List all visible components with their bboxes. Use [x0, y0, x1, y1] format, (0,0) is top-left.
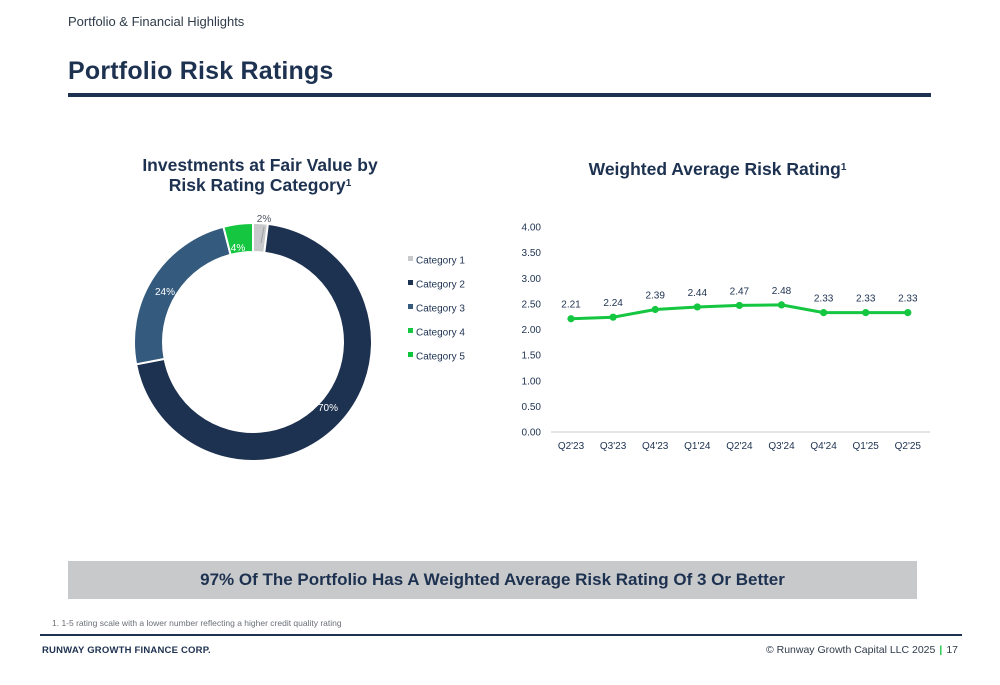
legend-label-1: Category 1: [416, 256, 465, 267]
footer-copyright: © Runway Growth Capital LLC 2025: [765, 644, 936, 656]
summary-banner: 97% Of The Portfolio Has A Weighted Aver…: [68, 561, 917, 599]
x-tick-label-7: Q1'25: [853, 441, 880, 452]
y-tick-label-4: 2.00: [522, 325, 542, 336]
legend-label-5: Category 5: [416, 352, 465, 363]
donut-label-2: 70%: [318, 403, 338, 414]
legend-swatch-2: [408, 280, 413, 285]
data-point-5: [777, 301, 786, 309]
x-tick-label-8: Q2'25: [895, 441, 922, 452]
data-label-5: 2.48: [772, 286, 792, 297]
donut-title-line1: Investments at Fair Value by: [142, 155, 378, 175]
y-tick-label-2: 1.00: [522, 376, 542, 387]
donut-slice-3: [133, 225, 232, 366]
x-tick-label-3: Q1'24: [684, 441, 711, 452]
y-tick-label-3: 1.50: [522, 351, 542, 362]
footnote: 1. 1-5 rating scale with a lower number …: [52, 618, 342, 628]
line-chart-title: Weighted Average Risk Rating1: [540, 159, 895, 179]
x-tick-label-6: Q4'24: [810, 441, 837, 452]
donut-title-footnote-mark: 1: [345, 178, 352, 189]
donut-title-line2: Risk Rating Category: [168, 175, 346, 195]
page-number: 17: [946, 644, 958, 656]
data-label-8: 2.33: [898, 294, 918, 305]
data-label-3: 2.44: [688, 288, 708, 299]
footer-right: © Runway Growth Capital LLC 2025 | 17: [766, 644, 958, 656]
y-tick-label-1: 0.50: [522, 402, 542, 413]
donut-label-leader: [260, 226, 265, 244]
y-tick-label-5: 2.50: [522, 299, 542, 310]
summary-banner-text: 97% Of The Portfolio Has A Weighted Aver…: [200, 570, 785, 589]
legend-swatch-5: [408, 352, 413, 357]
data-label-0: 2.21: [561, 300, 581, 311]
footer-separator: |: [939, 644, 943, 656]
donut-label-1: 2%: [257, 214, 272, 225]
footer-divider: [40, 634, 962, 636]
y-tick-label-8: 4.00: [522, 223, 542, 234]
donut-label-3: 24%: [155, 287, 175, 298]
legend-label-3: Category 3: [416, 304, 465, 315]
footer-company: RUNWAY GROWTH FINANCE CORP.: [42, 645, 211, 656]
donut-label-4: 4%: [231, 243, 246, 254]
data-point-8: [904, 308, 912, 317]
legend-swatch-1: [408, 256, 413, 261]
donut-chart-title: Investments at Fair Value by Risk Rating…: [100, 155, 420, 195]
data-point-7: [862, 308, 870, 317]
legend-label-4: Category 4: [416, 328, 465, 339]
x-tick-label-0: Q2'23: [558, 441, 585, 452]
x-tick-label-4: Q2'24: [726, 441, 753, 452]
x-tick-label-1: Q3'23: [600, 441, 627, 452]
y-tick-label-0: 0.00: [522, 428, 542, 439]
data-point-2: [651, 305, 659, 314]
data-label-6: 2.33: [814, 294, 834, 305]
line-chart: 0.00 0.50 1.00 1.50 2.00 2.50 3.00 3.50 4.00 Q2'2…: [522, 223, 930, 452]
y-tick-label-6: 3.00: [522, 274, 542, 285]
line-title-footnote-mark: 1: [840, 162, 847, 173]
data-point-0: [567, 315, 575, 323]
data-label-1: 2.24: [603, 298, 623, 309]
data-point-3: [693, 303, 701, 311]
donut-slice-4: [222, 221, 254, 257]
title-divider: [68, 93, 931, 97]
section-label: Portfolio & Financial Highlights: [68, 14, 245, 29]
page-title: Portfolio Risk Ratings: [68, 57, 334, 85]
data-label-4: 2.47: [730, 286, 750, 297]
data-point-4: [735, 301, 743, 310]
legend-label-2: Category 2: [416, 280, 465, 291]
legend-swatch-4: [408, 328, 413, 333]
legend-swatch-3: [408, 304, 413, 309]
donut-slice-2: [134, 222, 373, 462]
y-tick-label-7: 3.50: [522, 248, 542, 259]
data-label-2: 2.39: [645, 291, 665, 302]
line-title-text: Weighted Average Risk Rating: [588, 159, 841, 179]
x-tick-label-5: Q3'24: [768, 441, 795, 452]
data-point-6: [820, 308, 828, 317]
data-point-1: [609, 313, 617, 321]
donut-chart: 2% 70% 24% 4% Category 1 Category 2 Category 3…: [133, 214, 465, 462]
x-tick-label-2: Q4'23: [642, 441, 669, 452]
data-label-7: 2.33: [856, 294, 876, 305]
